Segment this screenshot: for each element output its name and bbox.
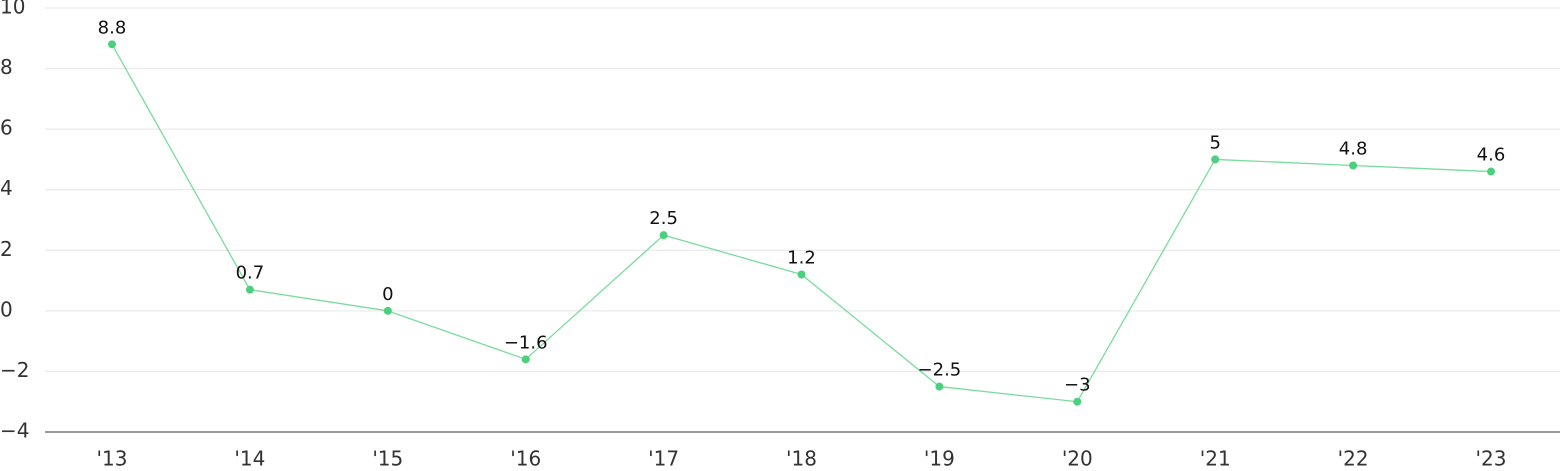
- y-tick-label: 2: [0, 237, 13, 261]
- data-point: [1487, 167, 1495, 176]
- data-label: 4.6: [1477, 145, 1506, 166]
- data-point: [1349, 161, 1358, 170]
- y-tick-label: 4: [0, 176, 13, 200]
- data-label: 0: [382, 284, 393, 305]
- x-tick-label: '16: [510, 447, 541, 471]
- data-label: 4.8: [1339, 138, 1368, 159]
- x-tick-label: '17: [648, 447, 679, 471]
- data-label: 0.7: [236, 263, 265, 284]
- y-tick-label: −2: [0, 358, 29, 382]
- data-label: 5: [1209, 132, 1220, 153]
- data-point: [1211, 155, 1220, 164]
- data-point: [935, 382, 944, 391]
- data-point: [797, 270, 806, 279]
- data-label: −3: [1064, 375, 1091, 396]
- data-point: [1073, 397, 1082, 406]
- series-line: [111, 44, 1492, 403]
- data-label: 2.5: [649, 208, 678, 229]
- x-tick-label: '20: [1062, 447, 1093, 471]
- data-point: [245, 285, 254, 294]
- data-label: −1.6: [504, 332, 548, 353]
- x-tick-label: '22: [1338, 447, 1369, 471]
- x-tick-label: '19: [924, 447, 955, 471]
- y-tick-label: 10: [0, 0, 25, 19]
- y-tick-label: −4: [0, 419, 29, 443]
- x-tick-label: '21: [1200, 447, 1231, 471]
- y-tick-label: 0: [0, 297, 13, 321]
- data-point: [108, 40, 116, 49]
- data-point: [659, 231, 668, 240]
- x-tick-label: '23: [1476, 447, 1507, 471]
- data-point: [521, 355, 530, 364]
- data-label: 8.8: [98, 17, 127, 38]
- y-tick-label: 6: [0, 116, 13, 140]
- x-tick-label: '15: [372, 447, 403, 471]
- x-tick-label: '18: [786, 447, 817, 471]
- x-tick-label: '14: [234, 447, 265, 471]
- x-tick-label: '13: [97, 447, 128, 471]
- data-label: −2.5: [918, 360, 962, 381]
- data-label: 1.2: [787, 248, 816, 269]
- data-point: [383, 306, 392, 315]
- y-tick-label: 8: [0, 55, 13, 79]
